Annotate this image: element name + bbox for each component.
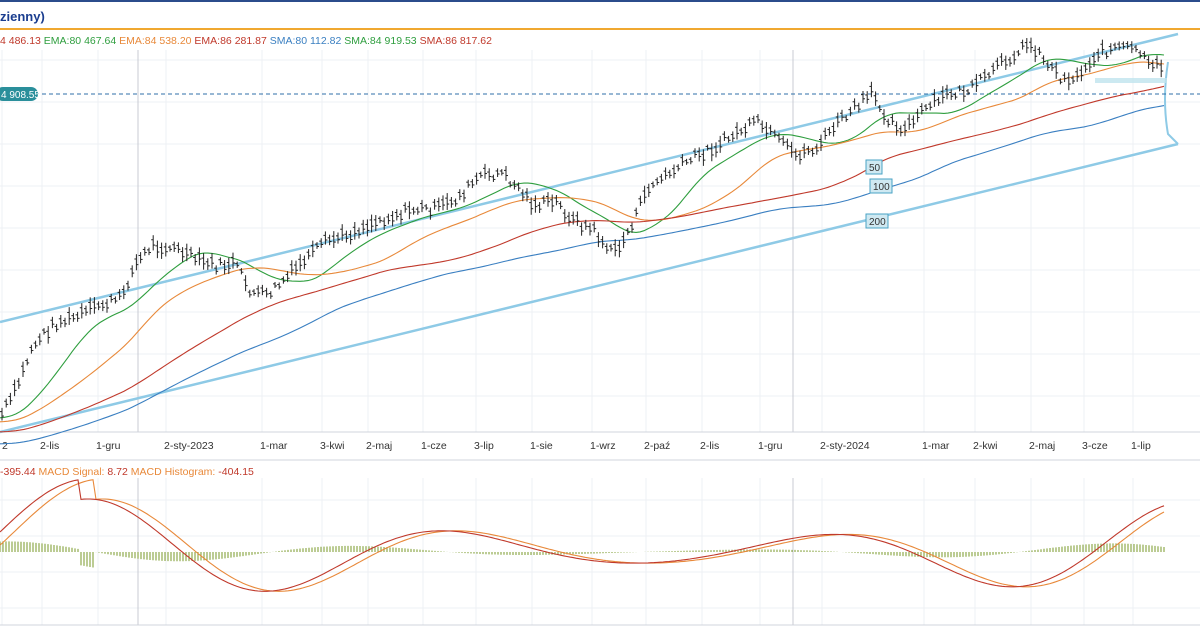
sma-200-line [0, 105, 1165, 445]
ema-100-line [0, 61, 1165, 423]
x-tick-label: 3-lip [474, 440, 494, 452]
x-tick-label: 2-paź [644, 440, 670, 452]
legend-item: EMA:80 467.64 [43, 35, 120, 47]
macd-legend-item: MACD Signal: [38, 466, 108, 478]
channel-label-50: 50 [869, 163, 881, 174]
legend-item: SMA:86 817.62 [419, 35, 492, 47]
price-tag-text: 4 908.55 [1, 90, 40, 101]
highlight-zone [1095, 78, 1167, 83]
x-tick-label: 2-lis [700, 440, 719, 452]
x-tick-label: 1-mar [922, 440, 950, 452]
macd-legend-item: -404.15 [218, 466, 254, 478]
x-tick-label: 2 [2, 440, 8, 452]
x-tick-label: 1-lip [1131, 440, 1151, 452]
x-tick-label: 1-cze [421, 440, 447, 452]
channel-label-200-box [865, 213, 889, 229]
macd-legend-item: MACD Histogram: [130, 466, 219, 478]
x-tick-label: 1-gru [758, 440, 783, 452]
macd-legend-item: 8.72 [107, 466, 131, 478]
channel-label-50-box [865, 159, 883, 175]
channel-end-line [1164, 61, 1179, 145]
legend-item: 4 486.13 [0, 35, 44, 47]
chart-title: zienny) [0, 9, 45, 24]
chart-header-bar: zienny) [0, 0, 1200, 30]
x-tick-label: 1-mar [260, 440, 288, 452]
macd-line [0, 479, 1165, 592]
x-tick-label: 2-sty-2024 [820, 440, 870, 452]
x-tick-label: 1-gru [96, 440, 121, 452]
legend-item: SMA:80 112.82 [269, 35, 345, 47]
x-tick-label: 1-wrz [590, 440, 616, 452]
macd-signal-line [0, 479, 1165, 592]
indicator-legend: 4 486.13 EMA:80 467.64 EMA:84 538.20 EMA… [0, 35, 492, 47]
legend-item: SMA:84 919.53 [344, 35, 420, 47]
legend-item: EMA:86 281.87 [194, 35, 270, 47]
price-tag-bg [0, 87, 38, 101]
macd-legend-item: -395.44 [0, 466, 39, 478]
macd-legend: -395.44 MACD Signal: 8.72 MACD Histogram… [0, 466, 254, 478]
x-tick-label: 3-cze [1082, 440, 1108, 452]
channel-upper-line [0, 32, 1179, 324]
x-tick-label: 2-sty-2023 [164, 440, 214, 452]
channel-label-100: 100 [873, 182, 890, 193]
ema-50-line [0, 53, 1165, 419]
legend-item: EMA:84 538.20 [119, 35, 195, 47]
x-tick-label: 3-kwi [320, 440, 345, 452]
x-tick-label: 2-lis [40, 440, 59, 452]
channel-label-200: 200 [869, 217, 886, 228]
ema-200-line [0, 85, 1165, 433]
x-tick-label: 2-kwi [973, 440, 998, 452]
x-tick-label: 2-maj [1029, 440, 1055, 452]
x-tick-label: 2-maj [366, 440, 392, 452]
x-tick-label: 1-sie [530, 440, 553, 452]
channel-lower-line [0, 142, 1179, 434]
channel-label-100-box [869, 178, 893, 194]
